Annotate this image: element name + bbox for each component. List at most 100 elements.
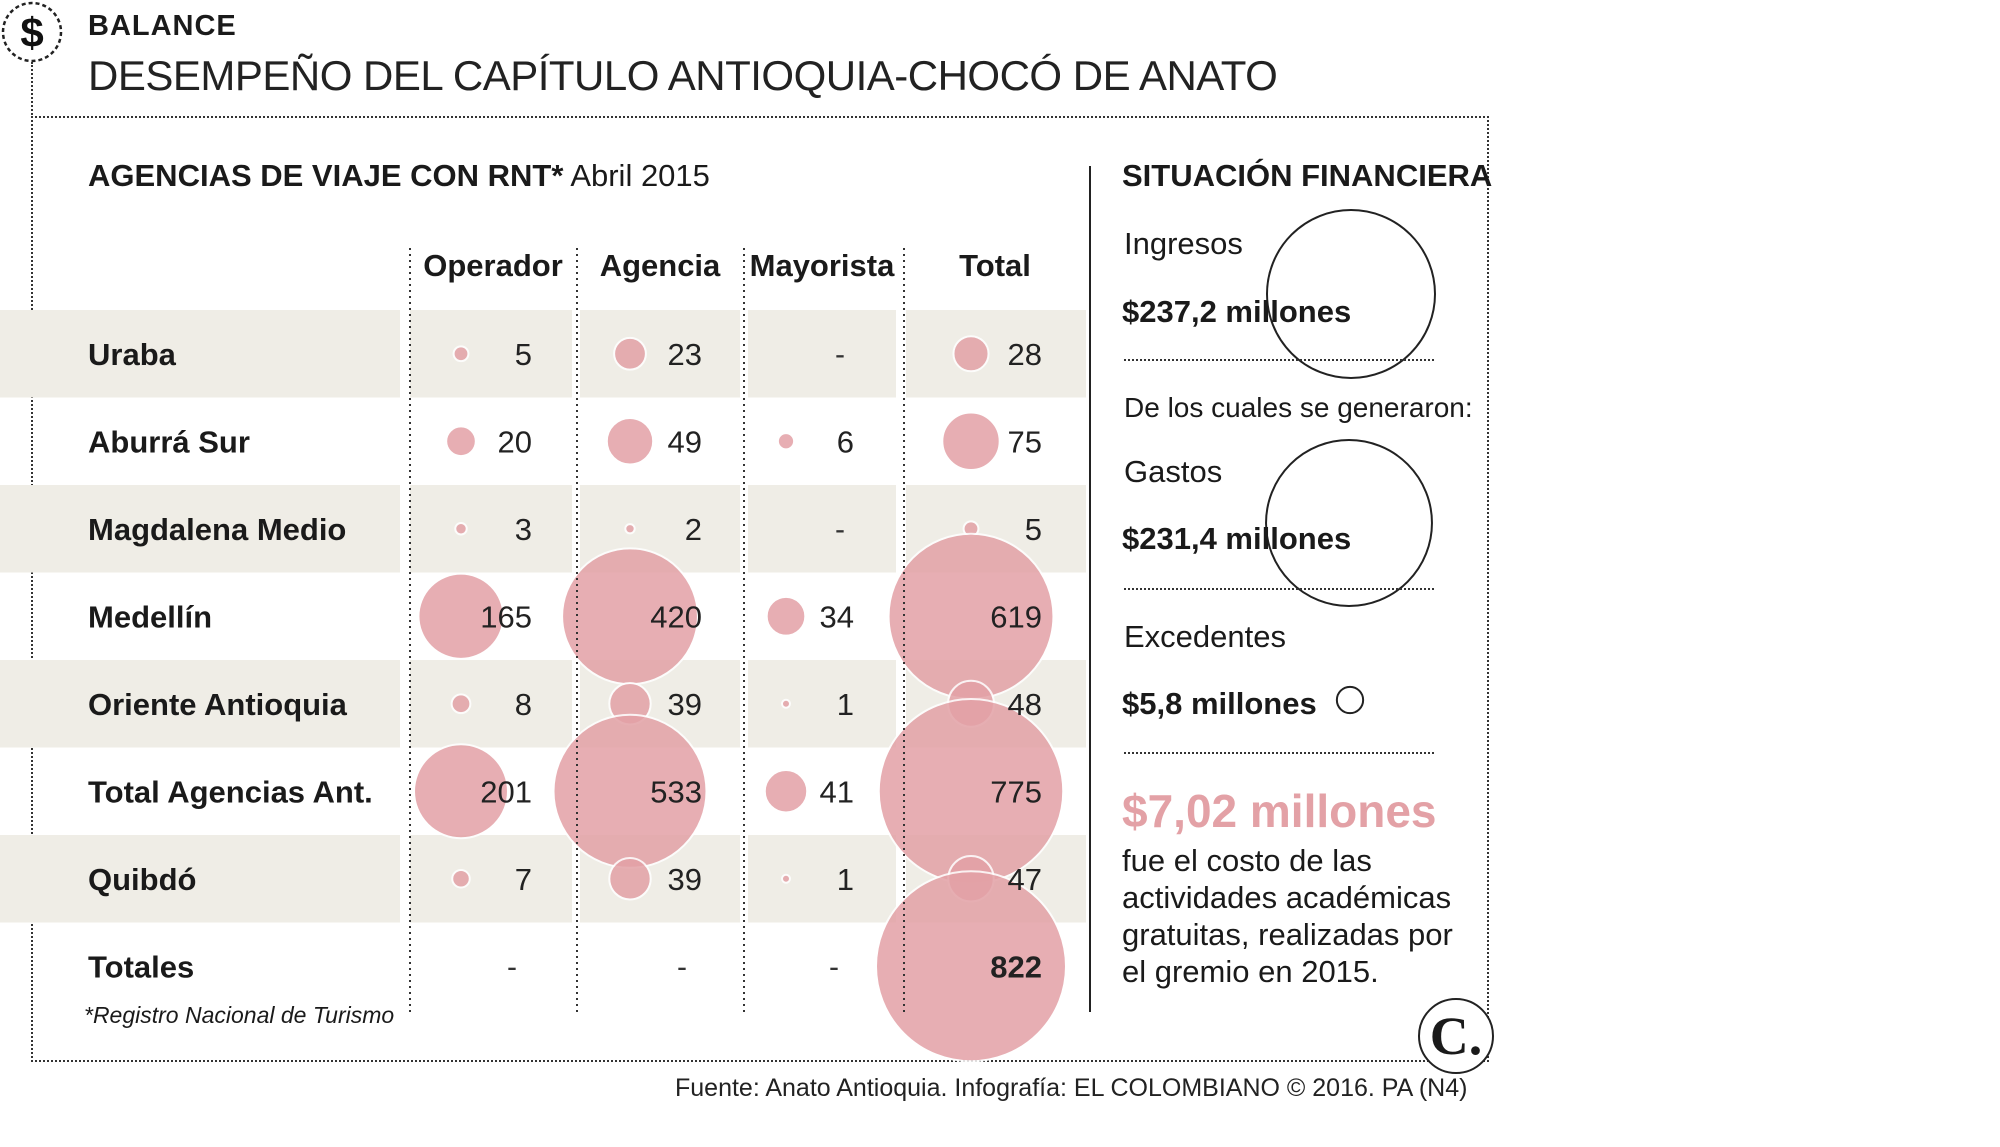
row-label: Oriente Antioquia: [88, 687, 348, 722]
page-title: DESEMPEÑO DEL CAPÍTULO ANTIOQUIA-CHOCÓ D…: [88, 52, 1278, 99]
ingresos-circle: [1266, 209, 1436, 379]
panel-divider: [1089, 166, 1091, 1012]
row-band: [906, 310, 1086, 398]
value-bubble: [417, 572, 505, 660]
value-label: 775: [990, 774, 1042, 809]
value-label: 822: [990, 949, 1042, 984]
row-band: [748, 835, 896, 923]
dollar-icon: $: [1, 1, 63, 63]
row-label: Uraba: [88, 337, 177, 372]
gastos-label: Gastos: [1124, 454, 1223, 489]
value-bubble: [445, 425, 477, 458]
value-bubble: [613, 336, 647, 371]
highlight-text: fue el costo de las actividades académic…: [1122, 843, 1453, 989]
table-title: AGENCIAS DE VIAJE CON RNT* Abril 2015: [88, 158, 710, 194]
value-label: 39: [668, 687, 702, 722]
value-label: 5: [515, 337, 532, 372]
value-label: 34: [820, 599, 854, 634]
row-label: Quibdó: [88, 862, 196, 897]
row-band: [410, 485, 572, 573]
table-title-bold: AGENCIAS DE VIAJE CON RNT*: [88, 158, 564, 193]
value-label: 41: [820, 774, 854, 809]
value-label: 28: [1008, 337, 1042, 372]
value-bubble: [875, 870, 1067, 1063]
value-label: 201: [480, 774, 532, 809]
value-label: 5: [1025, 512, 1042, 547]
value-bubble: [781, 698, 791, 709]
empty-cell-marker: -: [507, 950, 517, 983]
table-title-date: Abril 2015: [570, 158, 710, 193]
value-bubble: [450, 693, 472, 715]
svg-text:$: $: [20, 9, 43, 56]
empty-cell-marker: -: [835, 338, 845, 371]
value-bubble: [941, 411, 1001, 471]
value-bubble: [765, 595, 807, 637]
financial-divider: [1124, 359, 1434, 361]
value-bubble: [605, 417, 655, 466]
value-label: 47: [1008, 862, 1042, 897]
value-label: 619: [990, 599, 1042, 634]
value-bubble: [624, 523, 636, 535]
row-band: [410, 835, 572, 923]
highlight-amount: $7,02 millones: [1122, 785, 1437, 837]
value-label: 7: [515, 862, 532, 897]
row-label: Medellín: [88, 599, 212, 634]
value-bubble: [608, 857, 652, 901]
excedentes-circle: [1335, 685, 1365, 715]
row-band: [410, 660, 572, 748]
value-label: 2: [685, 512, 702, 547]
value-label: 1: [837, 862, 854, 897]
column-header: Mayorista: [750, 248, 895, 283]
empty-cell-marker: -: [677, 950, 687, 983]
row-band: [0, 310, 400, 398]
excedentes-value: $5,8 millones: [1122, 686, 1317, 721]
frame-connector: [31, 62, 33, 118]
footnote: *Registro Nacional de Turismo: [84, 1002, 395, 1028]
sub-label: De los cuales se generaron:: [1124, 392, 1473, 423]
empty-cell-marker: -: [829, 950, 839, 983]
row-band: [0, 835, 400, 923]
infographic-frame: [31, 116, 1489, 1062]
row-label: Aburrá Sur: [88, 424, 250, 459]
value-bubble: [763, 769, 809, 814]
value-label: 48: [1008, 687, 1042, 722]
column-header: Total: [959, 248, 1031, 283]
row-band: [580, 310, 740, 398]
kicker-label: BALANCE: [88, 10, 237, 42]
ingresos-value: $237,2 millones: [1122, 294, 1352, 329]
value-bubble: [454, 522, 468, 536]
empty-cell-marker: -: [835, 513, 845, 546]
financial-divider: [1124, 752, 1434, 754]
value-label: 39: [668, 862, 702, 897]
row-band: [0, 660, 400, 748]
column-header: Operador: [423, 248, 563, 283]
column-header: Agencia: [600, 248, 721, 283]
source-credit: Fuente: Anato Antioquia. Infografía: EL …: [675, 1074, 1468, 1102]
value-label: 165: [480, 599, 532, 634]
value-bubble: [781, 873, 791, 884]
bubble-layer: [413, 335, 1067, 1063]
value-label: 75: [1008, 424, 1042, 459]
ingresos-label: Ingresos: [1124, 226, 1243, 261]
value-label: 23: [668, 337, 702, 372]
row-band: [748, 485, 896, 573]
row-band: [748, 310, 896, 398]
value-bubble: [413, 743, 509, 840]
value-label: 3: [515, 512, 532, 547]
value-label: 49: [668, 424, 702, 459]
row-label: Totales: [88, 949, 194, 984]
logo-text: C.: [1429, 1006, 1483, 1066]
el-colombiano-logo: C.: [1418, 998, 1494, 1074]
value-label: 533: [650, 774, 702, 809]
value-bubble: [776, 432, 796, 451]
value-bubble: [452, 345, 470, 363]
row-label: Magdalena Medio: [88, 512, 346, 547]
excedentes-label: Excedentes: [1124, 619, 1286, 654]
row-label: Total Agencias Ant.: [88, 774, 373, 809]
row-band: [0, 485, 400, 573]
value-label: 1: [837, 687, 854, 722]
financial-title: SITUACIÓN FINANCIERA: [1122, 158, 1493, 193]
row-band: [748, 660, 896, 748]
